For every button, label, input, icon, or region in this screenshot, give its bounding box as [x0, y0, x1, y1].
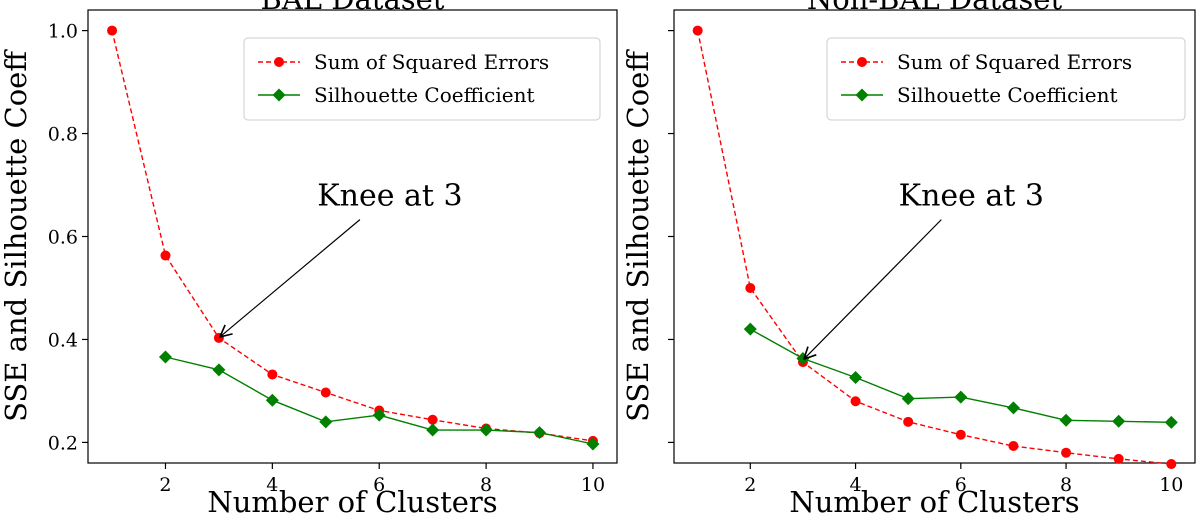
x-tick-label: 6: [373, 474, 385, 496]
data-point: [586, 437, 600, 451]
data-point: [1008, 441, 1019, 452]
data-point: [745, 282, 756, 293]
x-tick-label: 10: [581, 474, 605, 496]
data-point: [954, 390, 968, 404]
legend-swatch-marker: [857, 57, 867, 67]
data-point: [850, 396, 861, 407]
legend-label: Sum of Squared Errors: [897, 50, 1132, 74]
data-point: [1112, 414, 1126, 428]
annotation-arrow: [220, 219, 361, 337]
legend-box: [243, 37, 601, 121]
legend-label: Silhouette Coefficient: [314, 83, 535, 107]
y-tick-label: 0.6: [48, 227, 78, 249]
legend: Sum of Squared Errors Silhouette Coeffici…: [826, 37, 1186, 121]
data-point: [320, 387, 331, 398]
data-point: [479, 423, 493, 437]
x-tick-label: 4: [266, 474, 278, 496]
y-tick-label: 1.0: [48, 21, 78, 43]
x-tick-label: 2: [159, 474, 171, 496]
series-line: [749, 328, 1172, 423]
annotation-text: Knee at 3: [899, 179, 1044, 214]
legend-label: Sum of Squared Errors: [314, 50, 549, 74]
chart-panel-2: Non-BAL Dataset 2 4 6 8 10 Number of Clusters S…: [621, 0, 1196, 519]
x-tick-label: 8: [480, 474, 492, 496]
x-tick-label: 6: [955, 474, 967, 496]
legend-swatch-marker: [274, 57, 284, 67]
data-point: [1164, 415, 1178, 429]
chart-title: Non-BAL Dataset: [807, 0, 1063, 16]
data-point: [319, 415, 333, 429]
data-point: [849, 371, 863, 385]
data-point: [955, 429, 966, 440]
data-point: [901, 392, 915, 406]
annotation-text: Knee at 3: [317, 179, 462, 214]
x-tick-label: 10: [1159, 474, 1183, 496]
y-axis-label: SSE and Silhouette Coeff: [621, 49, 655, 422]
annotation-arrow: [804, 219, 942, 359]
data-point: [533, 426, 547, 440]
x-tick-label: 2: [744, 474, 756, 496]
data-point: [372, 408, 386, 422]
data-point: [426, 423, 440, 437]
y-axis-label: SSE and Silhouette Coeff: [0, 49, 33, 422]
data-point: [267, 369, 278, 380]
data-point: [158, 350, 172, 364]
chart-panel-1: BAL Dataset 2 4 6 8 10 0.2 0.4 0.6 0.8 1.0 Number o…: [0, 0, 618, 519]
data-point: [1113, 453, 1124, 464]
series-2: [158, 350, 600, 451]
legend-label: Silhouette Coefficient: [897, 83, 1118, 107]
legend: Sum of Squared Errors Silhouette Coeffici…: [243, 37, 601, 121]
x-axis-label: Number of Clusters: [789, 485, 1079, 519]
data-point: [903, 416, 914, 427]
data-point: [107, 25, 118, 36]
y-tick-label: 0.4: [48, 329, 78, 351]
data-point: [1059, 413, 1073, 427]
data-point: [743, 322, 757, 336]
data-point: [427, 414, 438, 425]
x-axis-label: Number of Clusters: [207, 485, 497, 519]
data-point: [1166, 459, 1177, 470]
data-point: [212, 363, 226, 377]
data-point: [1061, 447, 1072, 458]
legend-box: [826, 37, 1186, 121]
data-point: [1006, 401, 1020, 415]
data-point: [160, 250, 171, 261]
x-tick-label: 8: [1060, 474, 1072, 496]
y-tick-label: 0.2: [48, 432, 78, 454]
series-line: [165, 356, 594, 445]
data-point: [265, 393, 279, 407]
series-line: [697, 30, 1172, 465]
legend-swatch-marker: [272, 88, 286, 102]
data-point: [692, 25, 703, 36]
y-tick-label: 0.8: [48, 124, 78, 146]
chart-title: BAL Dataset: [261, 0, 445, 16]
legend-swatch-marker: [855, 88, 869, 102]
series-2: [743, 322, 1178, 429]
x-tick-label: 4: [850, 474, 862, 496]
